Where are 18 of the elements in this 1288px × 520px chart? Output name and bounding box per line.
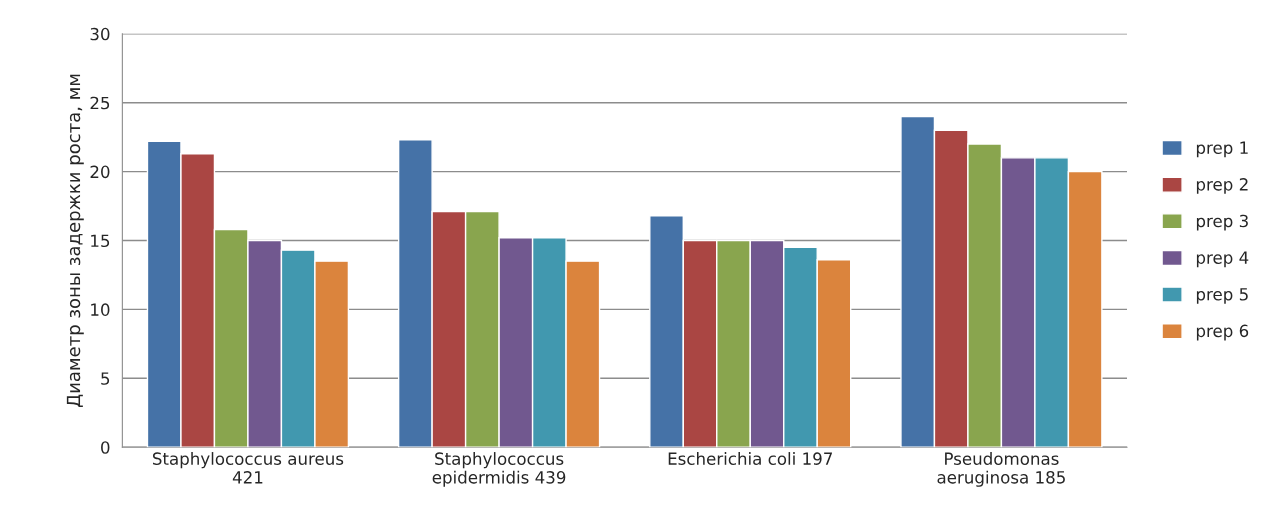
y-tick-label: 25	[90, 96, 110, 110]
y-tick-label: 5	[101, 372, 110, 385]
legend-label: prep 3	[1196, 214, 1248, 231]
legend-label: prep 6	[1196, 324, 1249, 341]
legend-label: prep 2	[1196, 178, 1248, 194]
y-tick-label: 20	[90, 165, 110, 179]
x-tick-label: Escherichia coli 197	[668, 452, 832, 465]
y-tick-label: 0	[101, 441, 110, 454]
legend-label: prep 5	[1196, 288, 1248, 304]
legend-label: prep 1	[1196, 141, 1248, 158]
y-tick-label: 15	[91, 234, 110, 248]
y-tick-label: 30	[90, 27, 110, 41]
x-tick-label: Staphylococcus aureus 421	[152, 452, 344, 484]
legend-label: prep 4	[1196, 251, 1249, 268]
y-axis-title: Диаметр зоны задержки роста, мм	[66, 74, 84, 408]
x-tick-label: Staphylococcus epidermidis 439	[432, 452, 566, 487]
x-tick-label: Pseudomonas aeruginosa 185	[937, 452, 1065, 487]
y-tick-label: 10	[91, 303, 110, 316]
